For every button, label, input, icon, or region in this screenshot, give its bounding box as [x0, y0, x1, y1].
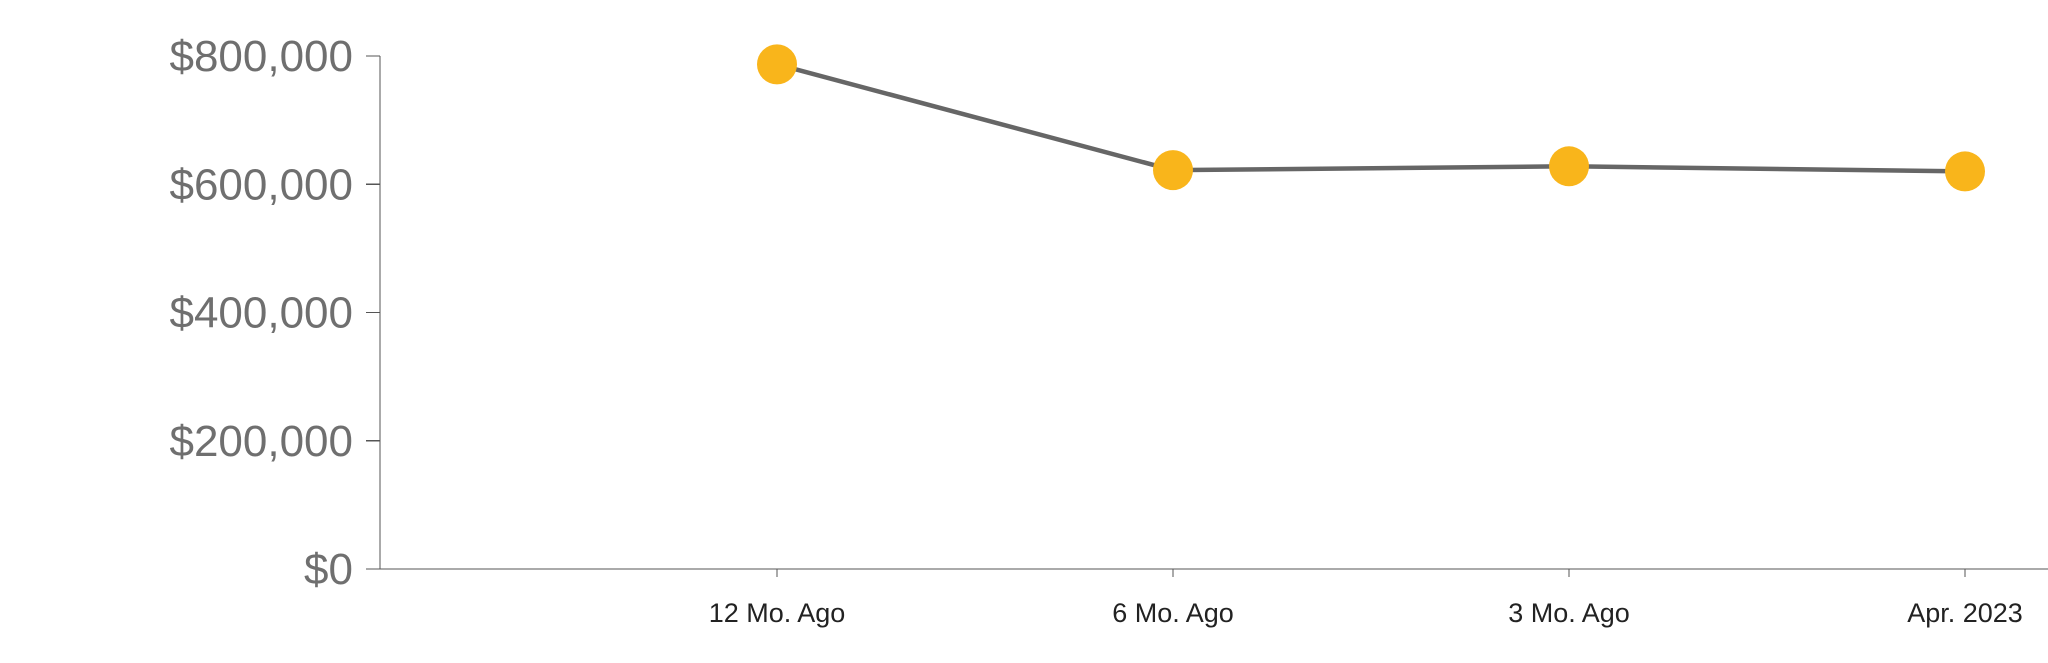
x-tick-label: 12 Mo. Ago	[709, 598, 846, 628]
data-point[interactable]	[1549, 146, 1589, 187]
x-tick-label: Apr. 2023	[1907, 598, 2023, 628]
x-tick-label: 6 Mo. Ago	[1112, 598, 1234, 628]
y-tick-label: $400,000	[169, 289, 353, 338]
x-tick-label: 3 Mo. Ago	[1508, 598, 1630, 628]
y-tick-label: $600,000	[169, 160, 353, 209]
data-point[interactable]	[1945, 151, 1985, 192]
x-axis: 12 Mo. Ago 6 Mo. Ago 3 Mo. Ago Apr. 2023	[380, 568, 2048, 628]
y-tick-label: $0	[304, 545, 353, 594]
data-point[interactable]	[1153, 150, 1193, 191]
data-point[interactable]	[757, 44, 797, 85]
plot-series	[757, 44, 1985, 192]
y-tick-label: $800,000	[169, 32, 353, 81]
y-tick-label: $200,000	[169, 417, 353, 466]
y-axis: $0 $200,000 $400,000 $600,000 $800,000	[169, 32, 381, 594]
series-line	[774, 62, 1968, 174]
